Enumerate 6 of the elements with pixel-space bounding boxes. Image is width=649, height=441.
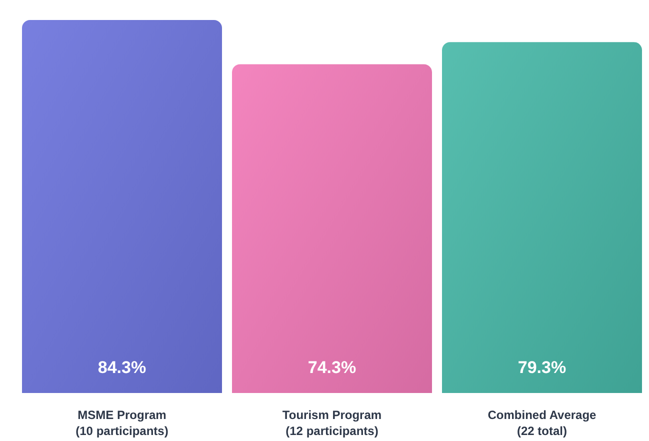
data-label: 74.3% xyxy=(308,358,356,377)
x-tick-label: MSME Program (10 participants) xyxy=(76,408,168,438)
x-tick-label: Combined Average (22 total) xyxy=(488,408,597,438)
data-label: 84.3% xyxy=(98,358,146,377)
data-label: 79.3% xyxy=(518,358,566,377)
x-tick-label: Tourism Program (12 participants) xyxy=(282,408,382,438)
